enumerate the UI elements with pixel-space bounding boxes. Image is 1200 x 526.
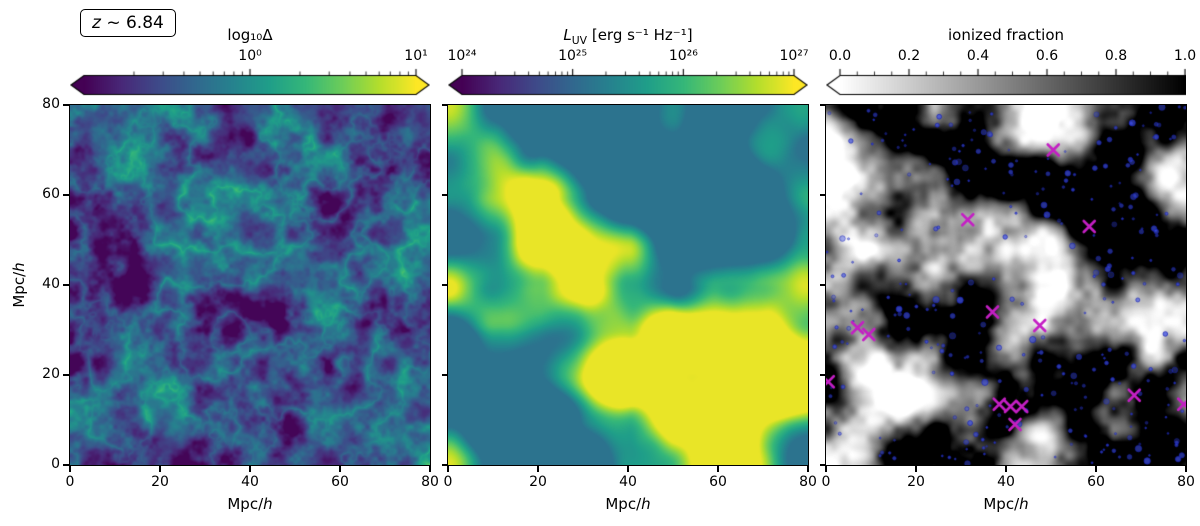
luminosity-units: [erg s⁻¹ Hz⁻¹] bbox=[587, 26, 693, 44]
y-tick-label: 20 bbox=[42, 366, 60, 382]
x-tick-mark bbox=[807, 466, 809, 472]
x-tick-label: 40 bbox=[619, 474, 637, 490]
y-tick-mark bbox=[63, 374, 70, 376]
y-tick-mark bbox=[820, 284, 826, 286]
x-axis-label: Mpc/h bbox=[983, 495, 1029, 513]
colorbar-tick-label: 0.6 bbox=[1035, 48, 1059, 64]
y-tick-mark bbox=[63, 464, 70, 466]
density-heatmap bbox=[69, 104, 431, 466]
y-tick-mark bbox=[442, 374, 448, 376]
x-tick-label: 0 bbox=[821, 474, 831, 490]
x-tick-mark bbox=[69, 466, 71, 472]
x-tick-label: 40 bbox=[997, 474, 1015, 490]
y-tick-mark bbox=[63, 284, 70, 286]
colorbar-tick-label: 10⁰ bbox=[238, 48, 262, 64]
x-tick-mark bbox=[249, 466, 251, 472]
x-axis-label: Mpc/h bbox=[605, 495, 651, 513]
y-tick-mark bbox=[63, 194, 70, 196]
y-tick-label: 60 bbox=[42, 186, 60, 202]
x-tick-mark bbox=[429, 466, 431, 472]
x-tick-mark bbox=[1185, 466, 1187, 472]
colorbar-ionized-fraction bbox=[826, 66, 1186, 96]
x-tick-mark bbox=[915, 466, 917, 472]
x-tick-mark bbox=[447, 466, 449, 472]
panel-density: log₁₀Δ z ~ 6.84 Mpc/h Mpc/h 0 20 40 60 80 0 20… bbox=[10, 0, 439, 526]
colorbar-luminosity bbox=[448, 66, 808, 96]
x-tick-mark bbox=[1005, 466, 1007, 472]
x-tick-label: 80 bbox=[1177, 474, 1195, 490]
x-tick-mark bbox=[825, 466, 827, 472]
luminosity-heatmap bbox=[447, 104, 809, 466]
colorbar-tick-label: 0.4 bbox=[966, 48, 990, 64]
luminosity-subscript: UV bbox=[571, 34, 588, 47]
colorbar-tick-label: 0.2 bbox=[897, 48, 921, 64]
colorbar-tick-label: 10²⁴ bbox=[447, 48, 477, 64]
x-tick-label: 60 bbox=[1087, 474, 1105, 490]
x-tick-mark bbox=[1095, 466, 1097, 472]
x-tick-mark bbox=[159, 466, 161, 472]
colorbar-density bbox=[70, 66, 430, 96]
y-tick-mark bbox=[442, 464, 448, 466]
x-tick-label: 0 bbox=[65, 474, 75, 490]
y-tick-mark bbox=[442, 194, 448, 196]
panel-ionized-fraction: ionized fraction Mpc/h 0 20 40 60 80 0.0 0.2 0.… bbox=[820, 0, 1196, 526]
panel-luminosity: LUV [erg s⁻¹ Hz⁻¹] Mpc/h 0 20 40 60 80 10²⁴ 10… bbox=[442, 0, 817, 526]
x-tick-label: 80 bbox=[421, 474, 439, 490]
redshift-symbol: z bbox=[92, 13, 101, 33]
y-tick-mark bbox=[442, 104, 448, 106]
colorbar-tick-label: 0.0 bbox=[828, 48, 852, 64]
redshift-value: ~ 6.84 bbox=[100, 13, 164, 33]
y-tick-label: 40 bbox=[42, 276, 60, 292]
x-tick-label: 60 bbox=[331, 474, 349, 490]
colorbar-title-density: log₁₀Δ bbox=[227, 26, 273, 44]
colorbar-tick-label: 10²⁷ bbox=[779, 48, 809, 64]
colorbar-tick-label: 10²⁵ bbox=[558, 48, 588, 64]
x-tick-label: 20 bbox=[151, 474, 169, 490]
colorbar-title-ionized-fraction: ionized fraction bbox=[947, 26, 1065, 44]
colorbar-title-luminosity: LUV [erg s⁻¹ Hz⁻¹] bbox=[448, 26, 808, 47]
y-tick-mark bbox=[820, 194, 826, 196]
x-axis-label: Mpc/h bbox=[227, 495, 273, 513]
colorbar-tick-label: 10²⁶ bbox=[668, 48, 698, 64]
ionized-fraction-heatmap bbox=[825, 104, 1187, 466]
y-tick-mark bbox=[820, 104, 826, 106]
x-tick-mark bbox=[627, 466, 629, 472]
colorbar-tick-label: 1.0 bbox=[1173, 48, 1197, 64]
x-tick-mark bbox=[339, 466, 341, 472]
x-tick-label: 60 bbox=[709, 474, 727, 490]
luminosity-symbol: L bbox=[563, 26, 572, 44]
x-tick-mark bbox=[537, 466, 539, 472]
y-tick-mark bbox=[820, 374, 826, 376]
y-tick-mark bbox=[820, 464, 826, 466]
x-tick-label: 40 bbox=[241, 474, 259, 490]
x-tick-label: 20 bbox=[529, 474, 547, 490]
x-tick-label: 80 bbox=[799, 474, 817, 490]
x-tick-label: 20 bbox=[907, 474, 925, 490]
y-tick-mark bbox=[63, 104, 70, 106]
y-tick-label: 0 bbox=[51, 456, 60, 472]
colorbar-tick-label: 10¹ bbox=[404, 48, 428, 64]
redshift-annotation: z ~ 6.84 bbox=[80, 9, 176, 37]
x-tick-label: 0 bbox=[443, 474, 453, 490]
y-tick-mark bbox=[442, 284, 448, 286]
y-tick-label: 80 bbox=[42, 96, 60, 112]
colorbar-tick-label: 0.8 bbox=[1104, 48, 1128, 64]
x-tick-mark bbox=[717, 466, 719, 472]
